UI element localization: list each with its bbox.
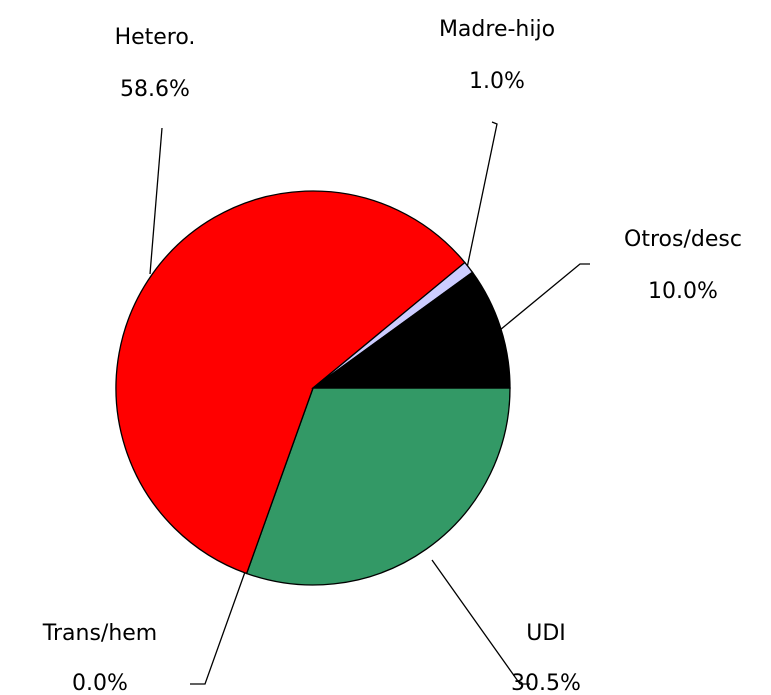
leader-line (190, 571, 246, 685)
leader-line (431, 559, 530, 685)
slice-value-label: 1.0% (469, 69, 525, 94)
leader-line (149, 127, 163, 275)
slice-value-label: 10.0% (648, 279, 718, 304)
leader-lines (149, 121, 590, 685)
leader-line (499, 263, 590, 331)
slice-value-label: 0.0% (72, 671, 128, 695)
pie-slice (115, 190, 466, 575)
slice-value-label: 30.5% (511, 671, 581, 695)
leader-line (466, 121, 498, 269)
slice-label: Madre-hijo (439, 17, 555, 42)
pie-slice (245, 387, 511, 586)
slice-label: Trans/hem (42, 621, 157, 646)
slice-value-label: 58.6% (120, 77, 190, 102)
slice-label: UDI (526, 621, 566, 646)
slice-label: Hetero. (115, 25, 196, 50)
slice-label: Otros/desc (624, 227, 742, 252)
pie-slice (310, 271, 511, 389)
